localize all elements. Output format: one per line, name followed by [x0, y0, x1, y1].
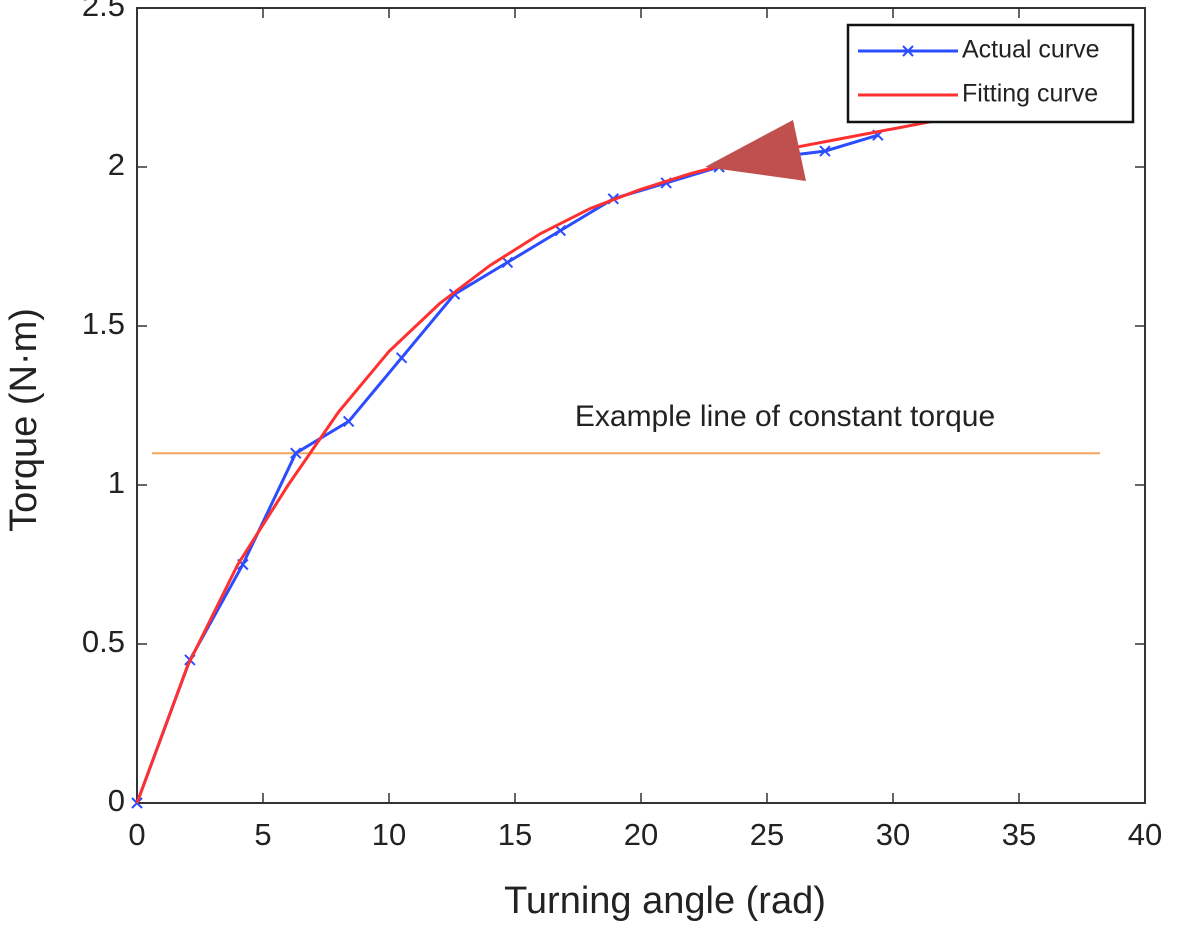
y-axis-label: Torque (N·m)	[3, 308, 45, 532]
series-line	[135, 117, 944, 804]
x-axis-label: Turning angle (rad)	[504, 880, 826, 922]
x-tick-label: 10	[372, 817, 406, 852]
legend-box	[846, 23, 1135, 124]
data-point	[342, 415, 355, 428]
legend-label: Fitting curve	[962, 80, 1098, 108]
data-point	[395, 352, 408, 364]
arrow	[705, 120, 806, 181]
legend-label: Actual curve	[962, 36, 1100, 64]
x-tick-label: 20	[624, 817, 658, 852]
y-tick-label: 1	[108, 465, 125, 500]
x-tick-label: 25	[750, 817, 784, 852]
annotation: Example line of constant torque	[575, 400, 995, 433]
x-tick-label: 30	[876, 817, 910, 852]
data-point	[290, 447, 302, 459]
x-tick-label: 35	[1002, 817, 1036, 852]
y-tick-label: 0	[108, 783, 125, 818]
x-tick-label: 15	[498, 817, 532, 852]
x-tick-label: 40	[1128, 817, 1162, 852]
data-point	[819, 145, 831, 157]
series-line	[135, 133, 879, 804]
y-tick-label: 2.5	[82, 0, 125, 23]
data-point	[501, 256, 514, 269]
x-tick-label: 5	[254, 817, 271, 852]
x-tick-label: 0	[128, 817, 145, 852]
overlay: Actual curve Fitting curve	[705, 23, 1135, 181]
data-point	[554, 224, 567, 237]
y-tick-label: 2	[108, 147, 125, 182]
y-tick-label: 0.5	[82, 624, 125, 659]
legend-marker	[902, 45, 914, 57]
y-tick-label: 1.5	[82, 306, 125, 341]
plot-frame	[136, 7, 1146, 804]
